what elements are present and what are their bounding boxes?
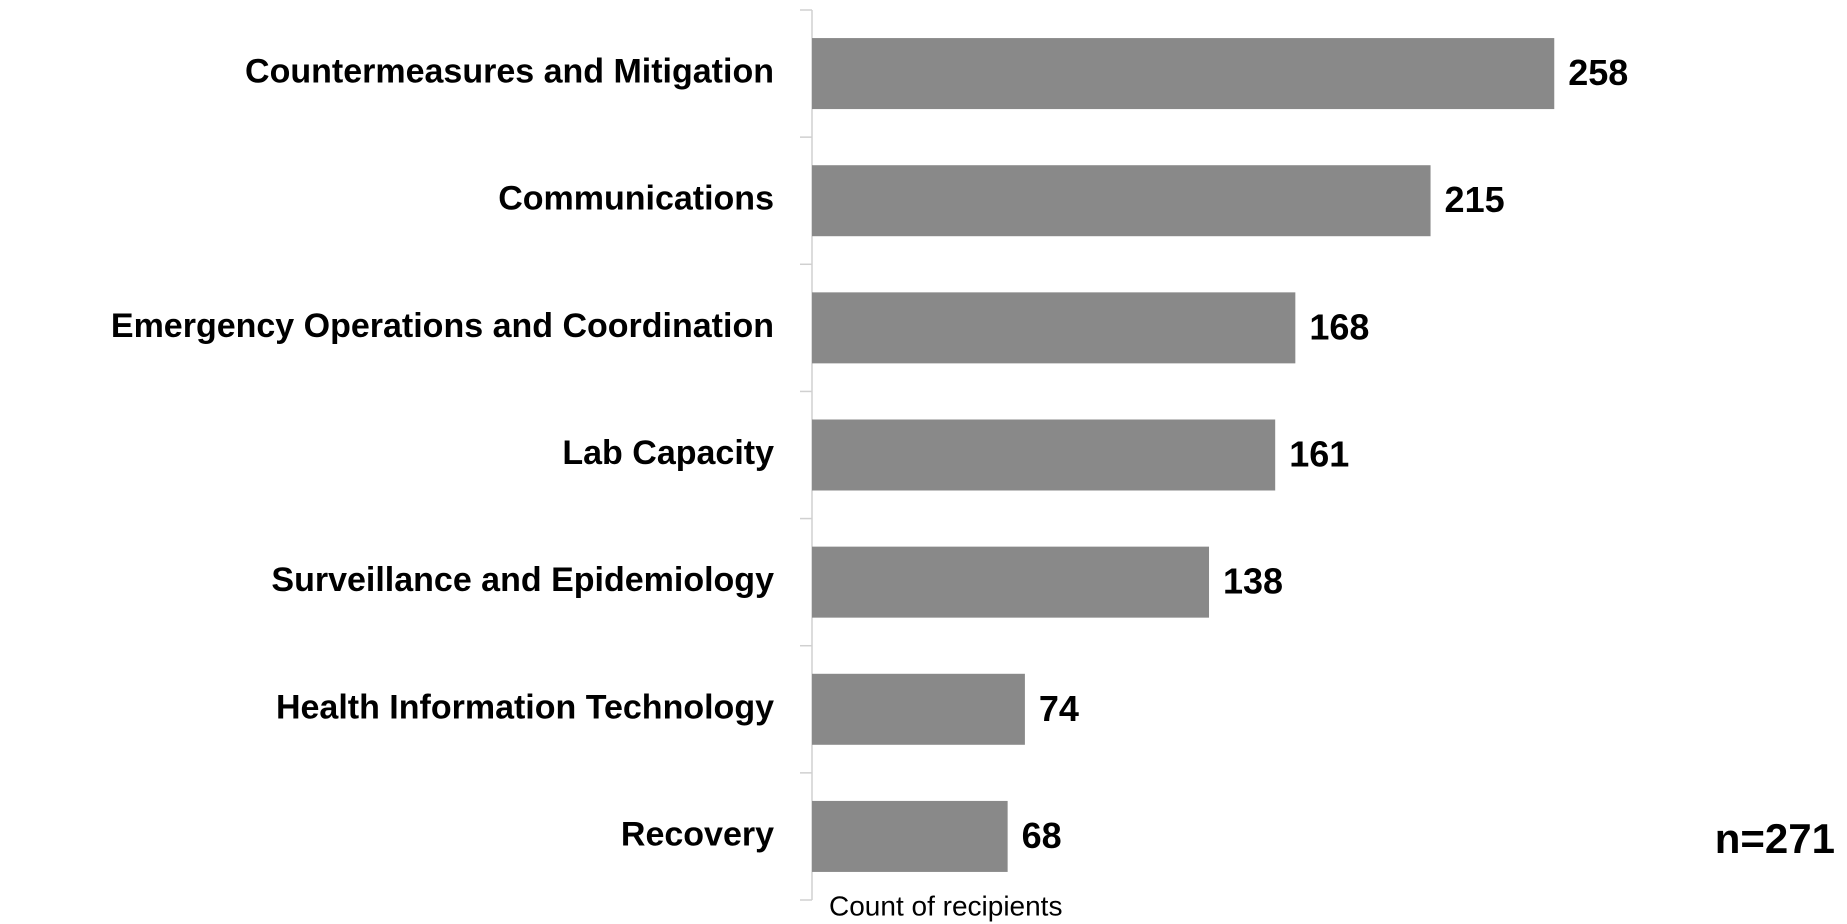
- bar: [812, 419, 1276, 491]
- annotation: n=271: [1715, 815, 1835, 862]
- value-label: 68: [1022, 815, 1062, 856]
- bar: [812, 800, 1008, 872]
- bar: [812, 546, 1210, 618]
- y-tick-label: Lab Capacity: [562, 434, 774, 472]
- y-tick-label: Surveillance and Epidemiology: [271, 561, 774, 599]
- value-label: 258: [1568, 52, 1628, 93]
- y-tick-label: Health Information Technology: [276, 688, 774, 726]
- value-label: 74: [1039, 688, 1079, 729]
- value-label: 168: [1309, 306, 1369, 347]
- x-axis-label: Count of recipients: [829, 890, 1062, 921]
- bar: [812, 292, 1296, 364]
- bar: [812, 165, 1431, 237]
- y-tick-label: Countermeasures and Mitigation: [245, 53, 774, 91]
- y-tick-label: Communications: [498, 180, 774, 218]
- value-label: 161: [1289, 434, 1349, 475]
- bar: [812, 38, 1555, 110]
- value-label: 215: [1445, 179, 1505, 220]
- y-tick-label: Recovery: [621, 815, 774, 853]
- y-tick-label: Emergency Operations and Coordination: [111, 307, 774, 345]
- value-label: 138: [1223, 561, 1283, 602]
- bar: [812, 673, 1025, 745]
